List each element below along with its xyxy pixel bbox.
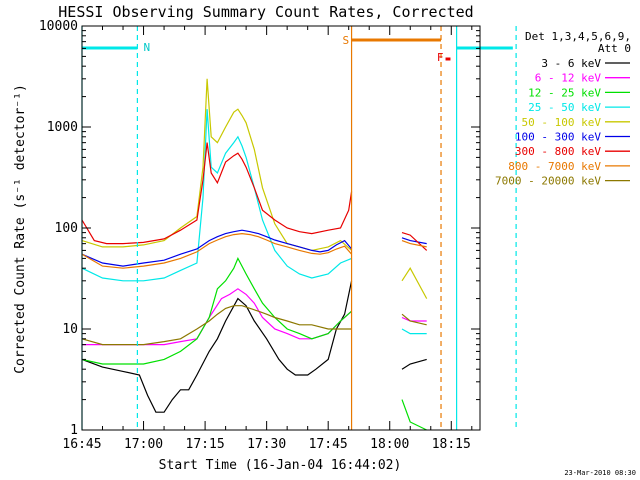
y-tick-label: 100 [55, 221, 78, 236]
y-tick-label: 10000 [39, 19, 78, 34]
series-line-6 [81, 229, 427, 267]
legend-label-1: 3 - 6 keV [541, 57, 601, 70]
series-line-9 [81, 305, 427, 346]
legend-label-2: 6 - 12 keV [535, 72, 602, 85]
footer-date: 23-Mar-2010 08:30 [564, 469, 636, 477]
legend-label-8: 800 - 7000 keV [508, 160, 601, 173]
chart-title: HESSI Observing Summary Count Rates, Cor… [58, 3, 473, 21]
x-tick-label: 18:15 [432, 437, 471, 452]
x-tick-label: 18:00 [370, 437, 409, 452]
series-layer [81, 78, 428, 431]
x-axis-label: Start Time (16-Jan-04 16:44:02) [159, 458, 402, 473]
series-line-4 [81, 109, 427, 335]
legend-header-line1: Det 1,3,4,5,6,9, [525, 30, 631, 43]
y-tick-label: 10 [62, 322, 78, 337]
x-tick-label: 17:15 [186, 437, 225, 452]
y-tick-label: 1000 [47, 120, 78, 135]
series-line-8 [81, 232, 427, 269]
saa-label: S [343, 34, 350, 47]
y-axis-label: Corrected Count Rate (s⁻¹ detector⁻¹) [13, 84, 28, 374]
legend-label-6: 100 - 300 keV [515, 131, 601, 144]
x-tick-label: 17:30 [247, 437, 286, 452]
legend-label-7: 300 - 800 keV [515, 145, 601, 158]
legend: Det 1,3,4,5,6,9,Att 0 3 - 6 keV 6 - 12 keV… [495, 30, 631, 188]
legend-label-4: 25 - 50 keV [528, 101, 601, 114]
axis-layer: 16:45 17:00 17:15 17:30 17:45 18:00 18:15 1 10 10… [39, 19, 480, 452]
series-line-3 [81, 256, 427, 431]
night-label: N [144, 41, 151, 54]
x-tick-label: 17:45 [309, 437, 348, 452]
x-tick-label: 17:00 [124, 437, 163, 452]
legend-label-3: 12 - 25 keV [528, 86, 601, 99]
x-tick-label: 16:45 [62, 437, 101, 452]
legend-label-5: 50 - 100 keV [522, 116, 602, 129]
flare-label: F [437, 51, 444, 64]
legend-label-9: 7000 - 20000 keV [495, 175, 601, 188]
y-tick-label: 1 [70, 423, 78, 438]
series-line-1 [81, 280, 427, 413]
legend-header-line2: Att 0 [598, 42, 631, 55]
